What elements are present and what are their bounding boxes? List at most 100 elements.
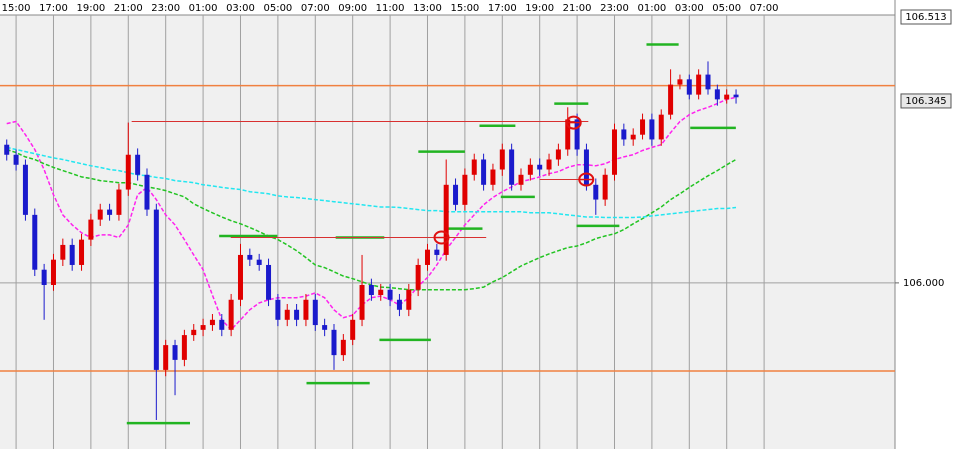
candle-body xyxy=(378,289,384,296)
candle-body xyxy=(424,249,430,265)
candle-body xyxy=(415,264,421,290)
candle-body xyxy=(209,319,215,326)
x-tick-label: 01:00 xyxy=(189,3,218,14)
candle-body xyxy=(69,244,75,265)
candle-body xyxy=(593,184,599,200)
candle-body xyxy=(163,345,169,370)
candle-body xyxy=(331,329,337,356)
candle-body xyxy=(172,345,178,360)
candle-body xyxy=(219,319,225,330)
candle-body xyxy=(546,159,552,170)
candle-body xyxy=(733,94,739,98)
candle-body xyxy=(462,174,468,205)
candle-body xyxy=(471,159,477,175)
candle-body xyxy=(284,309,290,320)
candle-body xyxy=(88,219,94,240)
candle-body xyxy=(322,325,328,330)
candle-body xyxy=(649,119,655,140)
candle-body xyxy=(32,214,38,270)
candle-body xyxy=(714,89,720,100)
candle-body xyxy=(724,94,730,100)
candle-body xyxy=(228,299,234,330)
candle-body xyxy=(79,239,85,265)
candle-body xyxy=(247,254,253,260)
x-tick-label: 15:00 xyxy=(450,3,479,14)
candle-body xyxy=(602,174,608,200)
candle-body xyxy=(677,79,683,85)
x-tick-label: 17:00 xyxy=(39,3,68,14)
candle-body xyxy=(256,259,262,265)
candle-body xyxy=(4,144,10,155)
candle-body xyxy=(668,84,674,115)
candle-body xyxy=(490,169,496,185)
ma-line xyxy=(6,146,737,219)
candle-body xyxy=(13,154,19,165)
candle-body xyxy=(583,149,589,185)
candle-body xyxy=(406,289,412,310)
candle-body xyxy=(481,159,487,185)
candle-body xyxy=(453,184,459,205)
x-tick-label: 23:00 xyxy=(600,3,629,14)
candle-body xyxy=(696,74,702,95)
candle-body xyxy=(518,174,524,185)
candle-body xyxy=(153,209,159,370)
candle-body xyxy=(387,289,393,300)
candle-body xyxy=(574,119,580,150)
x-tick-label: 23:00 xyxy=(151,3,180,14)
x-tick-label: 17:00 xyxy=(488,3,517,14)
x-tick-label: 05:00 xyxy=(263,3,292,14)
candle-body xyxy=(144,174,150,210)
candle-body xyxy=(359,284,365,320)
price-label: 106.345 xyxy=(905,96,946,107)
candle-body xyxy=(266,264,272,300)
candle-body xyxy=(499,149,505,170)
x-tick-label: 01:00 xyxy=(637,3,666,14)
x-tick-label: 11:00 xyxy=(376,3,405,14)
candle-body xyxy=(191,329,197,336)
x-tick-label: 15:00 xyxy=(2,3,31,14)
candle-body xyxy=(611,129,617,175)
candle-body xyxy=(116,189,122,215)
candle-body xyxy=(303,299,309,320)
candle-body xyxy=(135,154,141,175)
candle-body xyxy=(60,244,66,260)
candle-body xyxy=(294,309,300,320)
x-tick-label: 09:00 xyxy=(338,3,367,14)
candle-body xyxy=(237,254,243,300)
x-tick-label: 19:00 xyxy=(76,3,105,14)
candle-body xyxy=(621,129,627,140)
candle-body xyxy=(555,149,561,160)
x-tick-label: 07:00 xyxy=(301,3,330,14)
x-tick-label: 03:00 xyxy=(675,3,704,14)
candle-body xyxy=(686,79,692,95)
candle-body xyxy=(443,184,449,255)
candle-body xyxy=(125,154,131,190)
candle-body xyxy=(658,114,664,140)
x-tick-label: 13:00 xyxy=(413,3,442,14)
candle-body xyxy=(368,284,374,296)
y-tick-label: 106.000 xyxy=(903,278,944,289)
candle-body xyxy=(396,299,402,310)
candle-body xyxy=(705,74,711,90)
candle-body xyxy=(537,164,543,170)
candle-body xyxy=(312,299,318,326)
candle-body xyxy=(527,164,533,175)
candle-body xyxy=(434,249,440,255)
x-tick-label: 21:00 xyxy=(563,3,592,14)
candle-body xyxy=(97,209,103,220)
candle-body xyxy=(640,119,646,135)
candle-body xyxy=(340,339,346,356)
x-tick-label: 07:00 xyxy=(750,3,779,14)
candle-body xyxy=(275,299,281,320)
x-tick-label: 03:00 xyxy=(226,3,255,14)
candle-body xyxy=(565,119,571,150)
x-tick-label: 05:00 xyxy=(712,3,741,14)
price-label-box xyxy=(900,93,952,109)
price-label: 106.513 xyxy=(905,12,946,23)
x-tick-label: 19:00 xyxy=(525,3,554,14)
candle-body xyxy=(181,335,187,360)
candle-body xyxy=(200,325,206,330)
candle-body xyxy=(22,164,28,215)
price-label-box xyxy=(900,9,952,25)
